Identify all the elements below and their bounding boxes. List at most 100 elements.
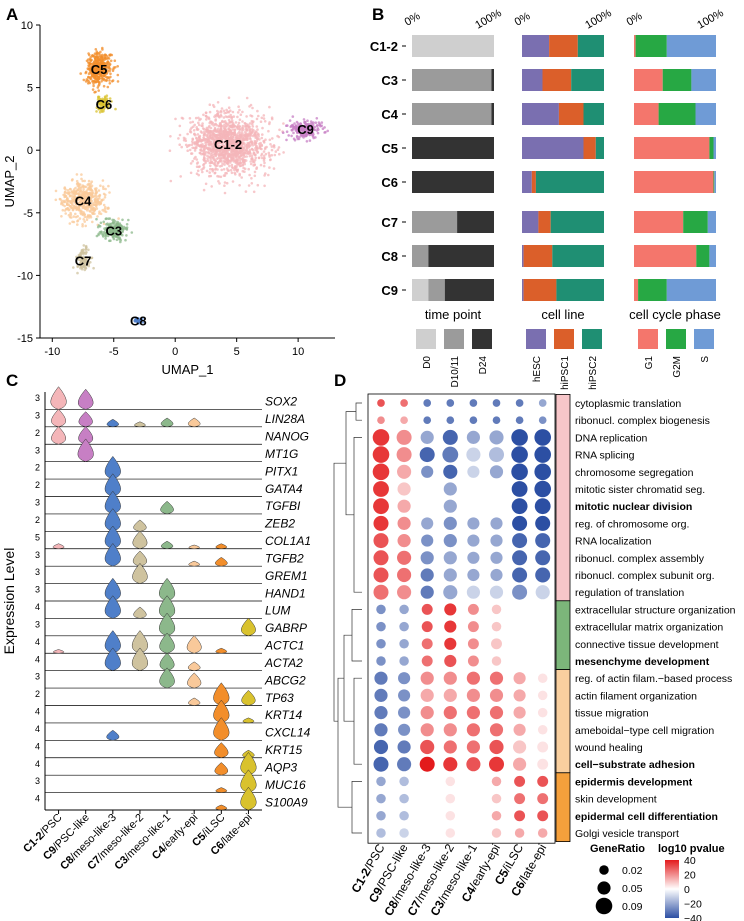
umap-cell-point — [130, 231, 134, 234]
umap-cell-point — [184, 137, 187, 141]
dot — [376, 656, 386, 666]
row-max-tick: 3 — [35, 619, 40, 629]
umap-cell-point — [121, 233, 124, 237]
umap-cell-point — [240, 140, 243, 143]
umap-cell-point — [97, 89, 100, 92]
umap-cell-point — [69, 213, 73, 217]
bar-segment — [491, 69, 494, 91]
umap-cell-point — [86, 196, 90, 199]
dot — [466, 447, 481, 462]
umap-cell-point — [103, 207, 107, 211]
cluster-c1-2 — [168, 96, 285, 195]
umap-cell-point — [210, 148, 213, 152]
gene-label: AQP3 — [264, 760, 297, 774]
term-label: reg. of chromosome org. — [575, 518, 689, 530]
violin — [215, 787, 228, 793]
x-tick-label: -10 — [44, 346, 60, 358]
umap-cell-point — [193, 133, 196, 136]
umap-cell-point — [318, 123, 321, 127]
dot — [489, 430, 504, 445]
row-max-tick: 4 — [35, 637, 40, 647]
cluster-label: C7 — [75, 253, 92, 268]
dot — [423, 416, 432, 425]
umap-cell-point — [304, 124, 307, 127]
umap-cell-point — [70, 201, 73, 204]
dot — [489, 585, 504, 599]
bar-segment — [412, 69, 492, 91]
umap-cell-point — [227, 152, 231, 156]
umap-cell-point — [108, 239, 111, 243]
cluster-c7 — [72, 244, 95, 275]
dot — [421, 638, 433, 650]
umap-cell-point — [285, 138, 288, 142]
umap-cell-point — [209, 136, 212, 140]
gene-label: ACTA2 — [264, 656, 303, 670]
umap-cell-point — [245, 138, 249, 142]
umap-cell-point — [198, 135, 201, 139]
y-tick-label: -5 — [23, 208, 33, 220]
umap-cell-point — [219, 109, 223, 113]
dot — [443, 499, 457, 513]
bar-segment — [522, 279, 524, 301]
umap-cell-point — [208, 110, 212, 114]
umap-cell-point — [238, 108, 241, 112]
violin — [214, 762, 229, 776]
umap-cell-point — [213, 139, 217, 143]
umap-cell-point — [68, 191, 71, 194]
term-label: ameboidal−type cell migration — [575, 725, 714, 737]
umap-cell-point — [110, 80, 114, 83]
y-tick-label: 10 — [21, 20, 33, 32]
umap-cell-point — [83, 201, 87, 205]
umap-cell-point — [224, 128, 228, 132]
umap-cell-point — [243, 170, 246, 173]
dot — [514, 810, 526, 822]
umap-cell-point — [141, 317, 144, 320]
umap-cell-point — [102, 198, 105, 201]
umap-cell-point — [103, 209, 106, 213]
dot — [373, 550, 389, 566]
bar-segment — [583, 103, 604, 125]
umap-cell-point — [209, 164, 212, 168]
gene-label: NANOG — [265, 430, 309, 444]
umap-cell-point — [315, 124, 319, 127]
term-label: actin filament organization — [575, 690, 697, 702]
violin — [240, 769, 257, 793]
dot — [443, 516, 457, 530]
umap-cell-point — [248, 134, 252, 138]
umap-cell-point — [97, 96, 100, 100]
percent-label-100: 100% — [583, 7, 614, 32]
umap-cell-point — [231, 180, 235, 183]
violin — [160, 500, 174, 515]
umap-cell-point — [192, 129, 196, 132]
umap-cell-point — [227, 106, 231, 109]
umap-cell-point — [237, 105, 240, 108]
umap-cell-point — [270, 145, 274, 148]
umap-cell-point — [98, 101, 102, 104]
bar-segment — [695, 103, 716, 125]
umap-cell-point — [90, 256, 94, 260]
umap-cell-point — [101, 99, 105, 103]
umap-cell-point — [106, 222, 109, 225]
color-legend-label: −20 — [684, 899, 702, 911]
dot — [513, 757, 527, 771]
umap-cell-point — [240, 150, 244, 154]
umap-cell-point — [201, 122, 204, 125]
violin — [214, 742, 229, 759]
dot — [396, 447, 412, 463]
violin — [132, 550, 148, 567]
umap-cell-point — [228, 164, 231, 168]
dot — [421, 534, 434, 547]
umap-cell-point — [86, 67, 90, 70]
umap-cell-point — [249, 160, 252, 163]
umap-cell-point — [259, 163, 263, 167]
dot — [373, 498, 389, 515]
umap-cell-point — [115, 238, 119, 242]
dot — [399, 776, 409, 787]
umap-cell-point — [323, 131, 326, 134]
gene-label: ABCG2 — [264, 673, 306, 687]
violin — [187, 661, 201, 671]
umap-cell-point — [95, 203, 99, 206]
umap-cell-point — [277, 146, 281, 149]
umap-cell-point — [244, 130, 247, 134]
bar-segment — [412, 137, 494, 159]
